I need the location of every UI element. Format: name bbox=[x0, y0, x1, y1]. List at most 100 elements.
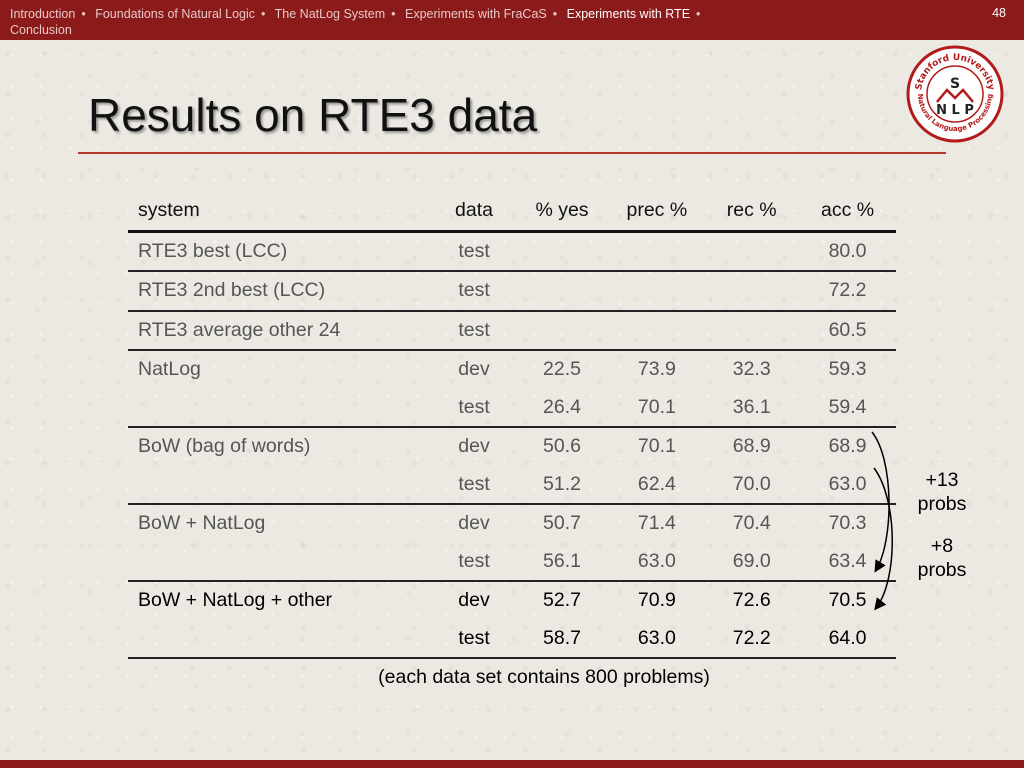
cell-recall: 72.2 bbox=[704, 619, 800, 659]
cell-recall bbox=[704, 231, 799, 271]
gain-note-test-value: +8 bbox=[930, 535, 954, 557]
arrow-dev-gain bbox=[871, 431, 890, 573]
cell-accuracy: 72.2 bbox=[799, 270, 896, 311]
cell-system: RTE3 2nd best (LCC) bbox=[128, 270, 434, 311]
cell-system bbox=[128, 619, 434, 659]
gain-note-dev: +13 probs bbox=[902, 468, 982, 516]
cell-precision bbox=[609, 309, 705, 350]
cell-accuracy: 63.4 bbox=[828, 549, 867, 572]
cell-accuracy: 59.4 bbox=[828, 395, 867, 418]
gain-arrows bbox=[871, 431, 893, 611]
footnote: (each data set contains 800 problems) bbox=[378, 666, 710, 688]
cell-accuracy: 80.0 bbox=[828, 239, 867, 262]
table-row: BoW (bag of words) dev 50.6 70.1 68.9 68.9 bbox=[128, 426, 896, 466]
cell-percent-yes: 58.7 bbox=[514, 619, 610, 659]
cell-percent-yes bbox=[515, 231, 610, 271]
arrow-test-gain bbox=[873, 467, 893, 611]
cell-percent-yes bbox=[514, 309, 610, 350]
cell-precision: 63.0 bbox=[637, 549, 676, 572]
cell-precision bbox=[609, 270, 705, 311]
cell-recall: 72.6 bbox=[704, 580, 800, 620]
table-row: test 51.2 62.4 70.0 63.0 bbox=[128, 466, 896, 505]
table-row: BoW + NatLog + other dev 52.7 70.9 72.6 70.5 bbox=[128, 580, 896, 620]
cell-recall: 70.0 bbox=[732, 472, 771, 495]
table-row: RTE3 2nd best (LCC) test 72.2 bbox=[128, 270, 896, 311]
cell-percent-yes: 50.6 bbox=[514, 426, 610, 466]
cell-accuracy: 70.5 bbox=[799, 580, 896, 620]
cell-data: test bbox=[458, 239, 490, 262]
cell-system: NatLog bbox=[128, 349, 434, 389]
cell-precision: 70.1 bbox=[609, 426, 705, 466]
cell-precision: 70.1 bbox=[637, 395, 676, 418]
breadcrumb-nav: Introduction • Foundations of Natural Log… bbox=[10, 6, 970, 38]
logo-letters-nlp: N L P bbox=[936, 103, 974, 118]
cell-accuracy: 64.0 bbox=[799, 619, 896, 659]
cell-percent-yes: 51.2 bbox=[543, 472, 581, 495]
cell-percent-yes: 52.7 bbox=[514, 580, 610, 620]
table-row: RTE3 average other 24 test 60.5 bbox=[128, 309, 896, 350]
title-underline bbox=[78, 152, 946, 154]
cell-data: test bbox=[433, 619, 515, 659]
gain-note-test-unit: probs bbox=[917, 559, 967, 581]
cell-data: dev bbox=[433, 349, 515, 389]
gain-note-dev-value: +13 bbox=[925, 469, 959, 491]
nav-separator: • bbox=[261, 7, 266, 21]
cell-accuracy: 70.3 bbox=[799, 503, 896, 543]
header-precision: prec % bbox=[609, 192, 705, 233]
table-row: BoW + NatLog dev 50.7 71.4 70.4 70.3 bbox=[128, 503, 896, 543]
table-header-row: system data % yes prec % rec % acc % bbox=[128, 192, 896, 233]
table-row: NatLog dev 22.5 73.9 32.3 59.3 bbox=[128, 349, 896, 389]
cell-data: test bbox=[458, 395, 490, 418]
nav-item-rte[interactable]: Experiments with RTE bbox=[566, 7, 691, 21]
cell-precision: 62.4 bbox=[637, 472, 676, 495]
gain-note-dev-unit: probs bbox=[917, 493, 967, 515]
cell-data: dev bbox=[433, 580, 515, 620]
cell-data: test bbox=[458, 549, 490, 572]
table-row: test 26.4 70.1 36.1 59.4 bbox=[128, 389, 896, 428]
page-number: 48 bbox=[992, 6, 1006, 20]
nav-item-introduction[interactable]: Introduction bbox=[10, 7, 76, 21]
nav-separator: • bbox=[391, 7, 396, 21]
header-system: system bbox=[128, 192, 434, 233]
cell-recall bbox=[704, 270, 800, 311]
cell-system bbox=[128, 466, 433, 505]
cell-system: BoW + NatLog + other bbox=[128, 580, 434, 620]
bottom-bar bbox=[0, 760, 1024, 768]
cell-percent-yes: 26.4 bbox=[543, 395, 581, 418]
cell-recall: 69.0 bbox=[732, 549, 771, 572]
cell-precision: 71.4 bbox=[609, 503, 705, 543]
stanford-nlp-logo: Stanford University Natural Language Pro… bbox=[906, 45, 1004, 143]
top-bar: Introduction • Foundations of Natural Log… bbox=[0, 0, 1024, 40]
cell-data: test bbox=[458, 472, 490, 495]
cell-data: test bbox=[433, 270, 515, 311]
cell-recall: 32.3 bbox=[704, 349, 800, 389]
cell-accuracy: 59.3 bbox=[799, 349, 896, 389]
table-row: test 56.1 63.0 69.0 63.4 bbox=[128, 543, 896, 582]
cell-recall: 68.9 bbox=[704, 426, 800, 466]
header-accuracy: acc % bbox=[799, 192, 896, 233]
cell-system: RTE3 best (LCC) bbox=[138, 239, 288, 262]
cell-system: BoW (bag of words) bbox=[128, 426, 434, 466]
cell-percent-yes: 56.1 bbox=[543, 549, 581, 572]
nav-item-conclusion[interactable]: Conclusion bbox=[10, 23, 72, 37]
gain-note-test: +8 probs bbox=[902, 534, 982, 582]
nav-item-fracas[interactable]: Experiments with FraCaS bbox=[405, 7, 547, 21]
cell-system: RTE3 average other 24 bbox=[128, 309, 434, 350]
nav-item-foundations[interactable]: Foundations of Natural Logic bbox=[95, 7, 256, 21]
cell-recall: 70.4 bbox=[704, 503, 800, 543]
cell-data: dev bbox=[433, 503, 515, 543]
cell-precision: 73.9 bbox=[609, 349, 705, 389]
cell-system: BoW + NatLog bbox=[128, 503, 434, 543]
header-percent-yes: % yes bbox=[514, 192, 610, 233]
cell-system bbox=[128, 543, 433, 582]
cell-recall: 36.1 bbox=[732, 395, 771, 418]
nav-item-natlog-system[interactable]: The NatLog System bbox=[274, 7, 386, 21]
table-row: test 58.7 63.0 72.2 64.0 bbox=[128, 619, 896, 659]
cell-accuracy: 60.5 bbox=[799, 309, 896, 350]
cell-system bbox=[128, 389, 433, 428]
cell-precision: 63.0 bbox=[609, 619, 705, 659]
cell-precision bbox=[609, 231, 704, 271]
nav-separator: • bbox=[552, 7, 558, 21]
nav-separator: • bbox=[696, 7, 701, 21]
nav-separator: • bbox=[81, 7, 86, 21]
